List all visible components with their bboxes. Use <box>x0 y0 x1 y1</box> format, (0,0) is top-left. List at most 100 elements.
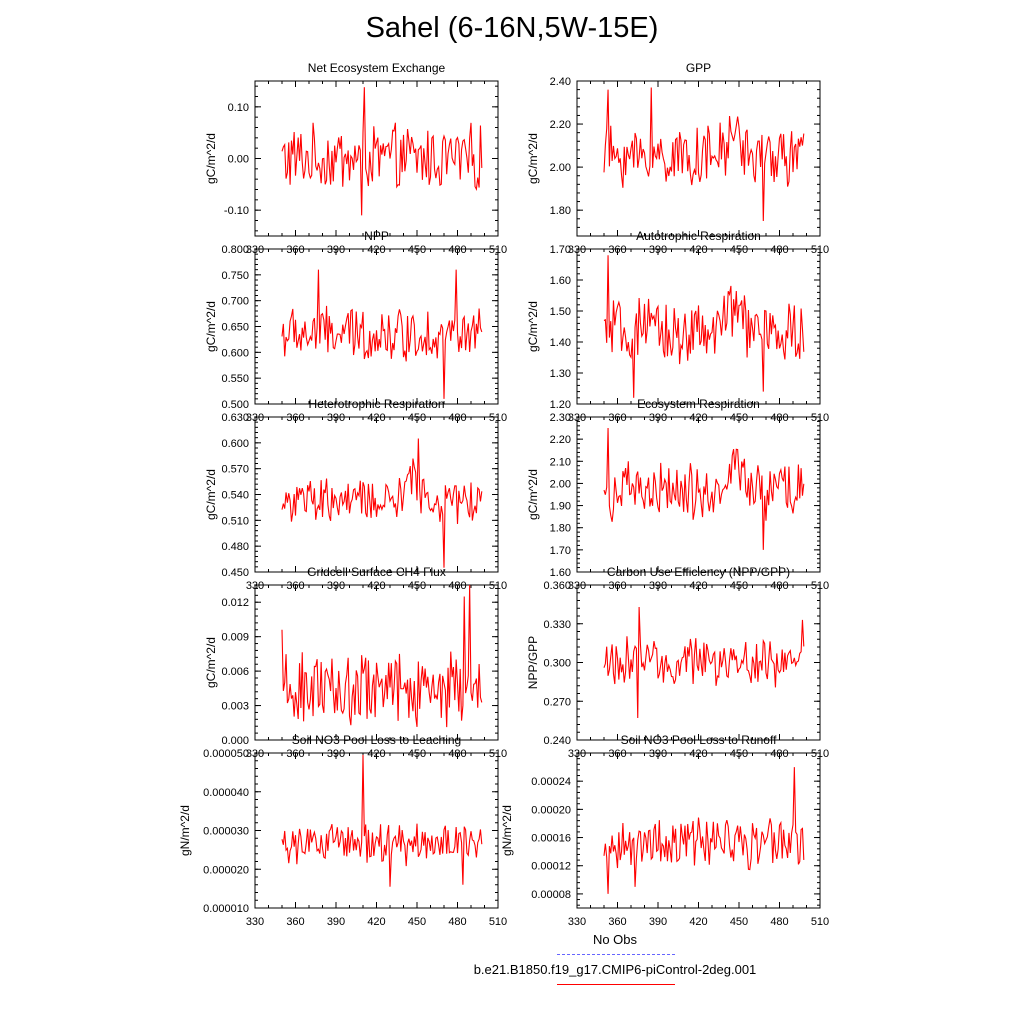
panel-title: Soil NO3 Pool Loss to Leaching <box>292 733 461 747</box>
y-tick-label: 0.540 <box>221 490 249 502</box>
panel-title: NPP <box>364 229 389 243</box>
y-axis-label: gC/m^2/d <box>204 637 218 688</box>
panel-title: Heterotrophic Respiration <box>308 397 444 411</box>
y-tick-label: 0.500 <box>221 399 249 411</box>
x-tick-label: 390 <box>649 916 667 928</box>
y-tick-label: 0.003 <box>221 701 249 713</box>
panel-title: GPP <box>686 61 711 75</box>
y-axis-label: gN/m^2/d <box>178 805 192 856</box>
series-line <box>281 754 483 887</box>
y-tick-label: 1.20 <box>550 399 571 411</box>
y-tick-label: 0.480 <box>221 541 249 553</box>
y-tick-label: 1.70 <box>550 545 571 557</box>
plot-frame <box>576 416 821 573</box>
y-axis-label: gC/m^2/d <box>204 301 218 352</box>
y-tick-label: 2.40 <box>550 76 571 88</box>
y-tick-label: 1.80 <box>550 205 571 217</box>
y-tick-label: 0.700 <box>221 296 249 308</box>
y-tick-label: 0.630 <box>221 412 249 424</box>
y-tick-label: 0.00020 <box>531 804 571 816</box>
panel-title: Soil NO3 Pool Loss to Runoff <box>621 733 778 747</box>
y-tick-label: 1.50 <box>550 306 571 318</box>
y-tick-label: -0.10 <box>224 205 249 217</box>
panel-title: Autotrophic Respiration <box>636 229 761 243</box>
y-tick-label: 1.90 <box>550 501 571 513</box>
y-tick-label: 0.00 <box>228 154 249 166</box>
series-line <box>281 269 483 399</box>
x-tick-label: 480 <box>770 916 788 928</box>
plot-frame <box>576 248 821 405</box>
y-tick-label: 0.000020 <box>203 864 249 876</box>
y-axis-label: gC/m^2/d <box>526 469 540 520</box>
figure-title: Sahel (6-16N,5W-15E) <box>365 12 659 44</box>
y-axis-label: gC/m^2/d <box>526 133 540 184</box>
y-tick-label: 2.30 <box>550 412 571 424</box>
panel-title: Net Ecosystem Exchange <box>308 61 446 75</box>
y-tick-label: 0.300 <box>543 658 571 670</box>
x-tick-label: 510 <box>811 916 829 928</box>
y-tick-label: 2.00 <box>550 162 571 174</box>
chart-panel-9: Soil NO3 Pool Loss to Leaching gN/m^2/d 33… <box>178 733 507 928</box>
y-tick-label: 0.00024 <box>531 776 571 788</box>
x-tick-label: 450 <box>408 916 426 928</box>
y-tick-label: 0.000050 <box>203 748 249 760</box>
x-tick-label: 360 <box>608 916 626 928</box>
series-line <box>603 767 805 894</box>
plot-frame <box>254 416 499 573</box>
plot-frame <box>254 248 499 405</box>
x-tick-label: 420 <box>689 916 707 928</box>
x-tick-label: 360 <box>286 916 304 928</box>
legend-model-label: b.e21.B1850.f19_g17.CMIP6-piControl-2deg… <box>473 962 757 977</box>
x-tick-label: 330 <box>246 916 264 928</box>
y-tick-label: 1.40 <box>550 337 571 349</box>
y-tick-label: 0.000 <box>221 735 249 747</box>
series-line <box>281 87 483 216</box>
y-tick-label: 2.00 <box>550 478 571 490</box>
panel-title: Carbon Use Efficiency (NPP/GPP) <box>607 565 790 579</box>
y-tick-label: 1.60 <box>550 275 571 287</box>
legend: No Obs b.e21.B1850.f19_g17.CMIP6-piContr… <box>430 932 800 992</box>
series-line <box>603 87 805 221</box>
y-tick-label: 1.70 <box>550 244 571 256</box>
y-tick-label: 0.00008 <box>531 889 571 901</box>
y-tick-label: 1.30 <box>550 368 571 380</box>
y-tick-label: 0.009 <box>221 632 249 644</box>
y-tick-label: 0.600 <box>221 347 249 359</box>
y-tick-label: 0.000010 <box>203 903 249 915</box>
y-tick-label: 0.800 <box>221 244 249 256</box>
x-tick-label: 480 <box>448 916 466 928</box>
series-line <box>603 428 805 550</box>
y-tick-label: 0.360 <box>543 580 571 592</box>
x-tick-label: 510 <box>489 916 507 928</box>
legend-obs-line <box>557 954 675 955</box>
y-tick-label: 0.000040 <box>203 787 249 799</box>
legend-obs-label: No Obs <box>592 932 638 947</box>
y-tick-label: 0.450 <box>221 567 249 579</box>
y-tick-label: 0.510 <box>221 515 249 527</box>
x-tick-label: 420 <box>367 916 385 928</box>
chart-panel-8: Carbon Use Efficiency (NPP/GPP)NPP/GPP33… <box>526 565 829 760</box>
series-line <box>281 584 483 728</box>
y-tick-label: 0.000030 <box>203 826 249 838</box>
legend-model-line <box>557 984 675 985</box>
y-tick-label: 0.330 <box>543 619 571 631</box>
x-tick-label: 330 <box>568 916 586 928</box>
y-tick-label: 0.650 <box>221 322 249 334</box>
y-axis-label: NPP/GPP <box>526 636 540 689</box>
y-axis-label: gC/m^2/d <box>204 469 218 520</box>
y-tick-label: 2.20 <box>550 119 571 131</box>
y-axis-label: gC/m^2/d <box>526 301 540 352</box>
chart-panel-10: Soil NO3 Pool Loss to Runoff gN/m^2/d 330 3… <box>500 733 829 928</box>
y-tick-label: 1.80 <box>550 523 571 535</box>
y-tick-label: 0.10 <box>228 102 249 114</box>
y-tick-label: 0.006 <box>221 666 249 678</box>
y-tick-label: 2.20 <box>550 434 571 446</box>
y-tick-label: 1.60 <box>550 567 571 579</box>
series-line <box>603 255 805 398</box>
